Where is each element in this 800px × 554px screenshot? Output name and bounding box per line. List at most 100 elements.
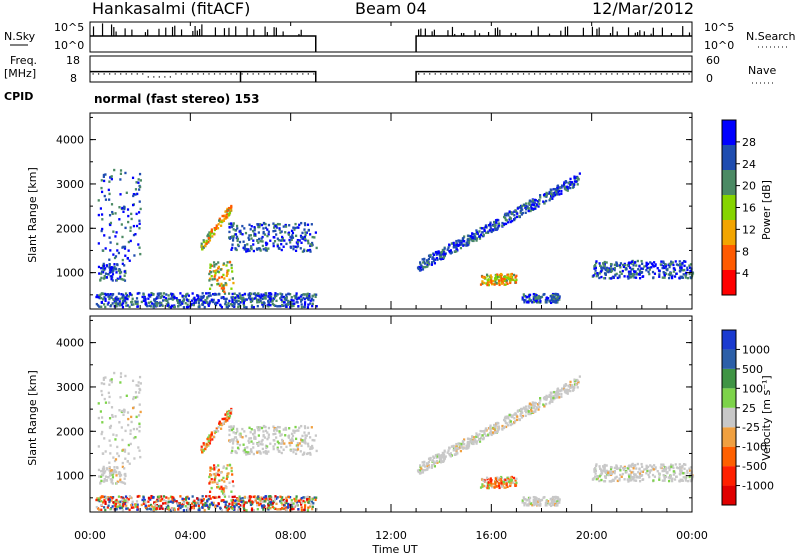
power-cell xyxy=(248,296,251,299)
velocity-cell xyxy=(242,499,245,503)
velocity-cell xyxy=(108,469,111,472)
power-cell xyxy=(596,271,599,275)
power-cell xyxy=(608,277,611,280)
velocity-cell xyxy=(114,470,118,473)
velocity-cell xyxy=(290,501,293,505)
velocity-cell xyxy=(313,496,316,499)
velocity-cell xyxy=(128,495,132,498)
velocity-cell xyxy=(419,464,422,467)
power-cell xyxy=(227,302,230,305)
power-cell xyxy=(132,194,135,198)
power-cell xyxy=(592,274,595,277)
power-cell xyxy=(554,294,557,297)
power-cell xyxy=(661,276,664,279)
power-cell xyxy=(231,298,234,301)
velocity-cell xyxy=(594,475,597,478)
power-cell xyxy=(563,185,566,188)
velocity-cell xyxy=(213,478,216,481)
velocity-cell xyxy=(213,429,216,433)
velocity-cell xyxy=(248,426,251,430)
power-cell xyxy=(672,270,675,273)
velocity-cell xyxy=(102,473,105,477)
power-cell xyxy=(274,229,277,233)
velocity-cell xyxy=(217,502,220,506)
power-cell xyxy=(315,246,318,250)
power-cell xyxy=(97,296,100,299)
power-cell xyxy=(249,298,252,301)
power-cell xyxy=(185,305,189,309)
velocity-cell xyxy=(138,422,141,425)
velocity-cell xyxy=(515,477,518,481)
velocity-cell xyxy=(176,504,180,507)
velocity-cell xyxy=(229,412,232,415)
power-cell xyxy=(554,189,557,192)
power-cell xyxy=(217,223,220,226)
power-cell xyxy=(267,301,270,304)
power-cell xyxy=(263,297,266,300)
power-cell xyxy=(310,241,314,245)
power-cell xyxy=(545,194,548,197)
power-cell xyxy=(210,274,213,278)
power-cell xyxy=(119,302,122,305)
power-cell xyxy=(128,305,131,309)
power-cell xyxy=(502,279,505,282)
velocity-cell xyxy=(230,407,233,411)
power-cell xyxy=(108,236,111,239)
power-cell xyxy=(441,248,444,252)
velocity-cell xyxy=(230,469,233,473)
power-cell xyxy=(638,272,641,276)
power-cell xyxy=(117,269,120,272)
freq-label: Freq. xyxy=(10,54,37,67)
velocity-cell xyxy=(159,499,162,502)
power-cell xyxy=(554,299,557,303)
power-cell xyxy=(207,233,210,236)
velocity-cell xyxy=(308,496,311,499)
power-cell xyxy=(484,224,488,227)
power-cell xyxy=(633,270,636,274)
velocity-cell xyxy=(119,375,123,379)
velocity-cell xyxy=(248,499,251,502)
velocity-cell xyxy=(466,441,469,444)
velocity-cell xyxy=(221,492,225,495)
velocity-cell xyxy=(121,508,125,512)
velocity-cell xyxy=(266,445,269,448)
power-cell xyxy=(138,222,141,225)
power-cell xyxy=(503,279,506,283)
velocity-cell xyxy=(467,437,470,441)
nave-point xyxy=(583,73,585,75)
power-cell xyxy=(256,248,259,251)
power-cell xyxy=(243,244,247,247)
nave-point xyxy=(578,73,580,75)
power-cell xyxy=(535,203,538,206)
freq-panel: Freq. [MHz] 18 8 60 0 Nave xyxy=(4,54,776,85)
power-cell xyxy=(102,264,105,268)
velocity-cell xyxy=(654,466,657,469)
power-cell xyxy=(671,261,674,264)
nave-point xyxy=(423,73,425,75)
velocity-cell xyxy=(108,383,111,386)
velocity-cell xyxy=(232,438,235,441)
velocity-cell xyxy=(302,452,306,456)
power-cell xyxy=(494,280,497,283)
velocity-cell xyxy=(243,451,246,454)
nave-point xyxy=(269,73,271,75)
colorbar-segment xyxy=(722,170,736,195)
colorbar-segment xyxy=(722,245,736,270)
velocity-cell xyxy=(223,495,227,498)
power-cell xyxy=(290,229,294,233)
power-cell xyxy=(475,237,479,240)
velocity-cell xyxy=(487,481,490,484)
power-cell xyxy=(653,261,656,264)
power-cell xyxy=(103,194,106,198)
power-cell xyxy=(224,217,227,220)
power-cell xyxy=(462,244,465,247)
velocity-cell xyxy=(490,484,493,487)
power-cell xyxy=(220,220,223,224)
power-cell xyxy=(497,281,501,285)
velocity-cell xyxy=(213,472,216,476)
power-cell xyxy=(662,261,665,265)
velocity-cell xyxy=(652,468,655,471)
power-cell xyxy=(545,195,548,198)
velocity-cell xyxy=(253,431,256,435)
power-cell xyxy=(526,205,529,208)
